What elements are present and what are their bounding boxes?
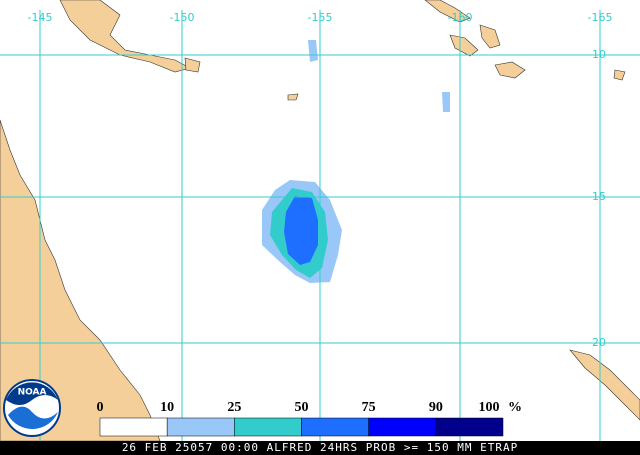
legend-label: 50 <box>295 400 309 415</box>
legend-label: 75 <box>362 400 376 415</box>
caption: 26 FEB 25057 00:00 ALFRED 24HRS PROB >= … <box>122 441 518 454</box>
legend-swatch <box>435 417 504 437</box>
latitude-label: -20 <box>588 336 606 349</box>
legend-label: 90 <box>429 400 443 415</box>
graticule <box>0 10 640 441</box>
latitude-label: -10 <box>588 48 606 61</box>
legend-swatch <box>301 417 369 437</box>
small-probabilities <box>308 40 450 112</box>
legend-label: 10 <box>160 400 174 415</box>
caption-bar <box>0 441 640 455</box>
longitude-label: -145 <box>28 11 53 24</box>
logo-text: NOAA <box>18 388 47 398</box>
longitude-label: -165 <box>588 11 613 24</box>
probability-area <box>262 180 342 283</box>
legend-unit: % <box>508 400 522 415</box>
longitude-label: -160 <box>448 11 473 24</box>
noaa-logo: NOAA <box>3 379 61 437</box>
legend-swatch <box>234 417 302 437</box>
legend-label: 0 <box>97 400 104 415</box>
legend-swatch <box>368 417 437 437</box>
legend-swatch <box>99 417 168 437</box>
longitude-label: -155 <box>308 11 333 24</box>
legend-label: 100 <box>479 400 500 415</box>
legend-label: 25 <box>227 400 241 415</box>
legend-swatch <box>166 417 235 437</box>
longitude-label: -150 <box>170 11 195 24</box>
latitude-label: -15 <box>588 190 606 203</box>
